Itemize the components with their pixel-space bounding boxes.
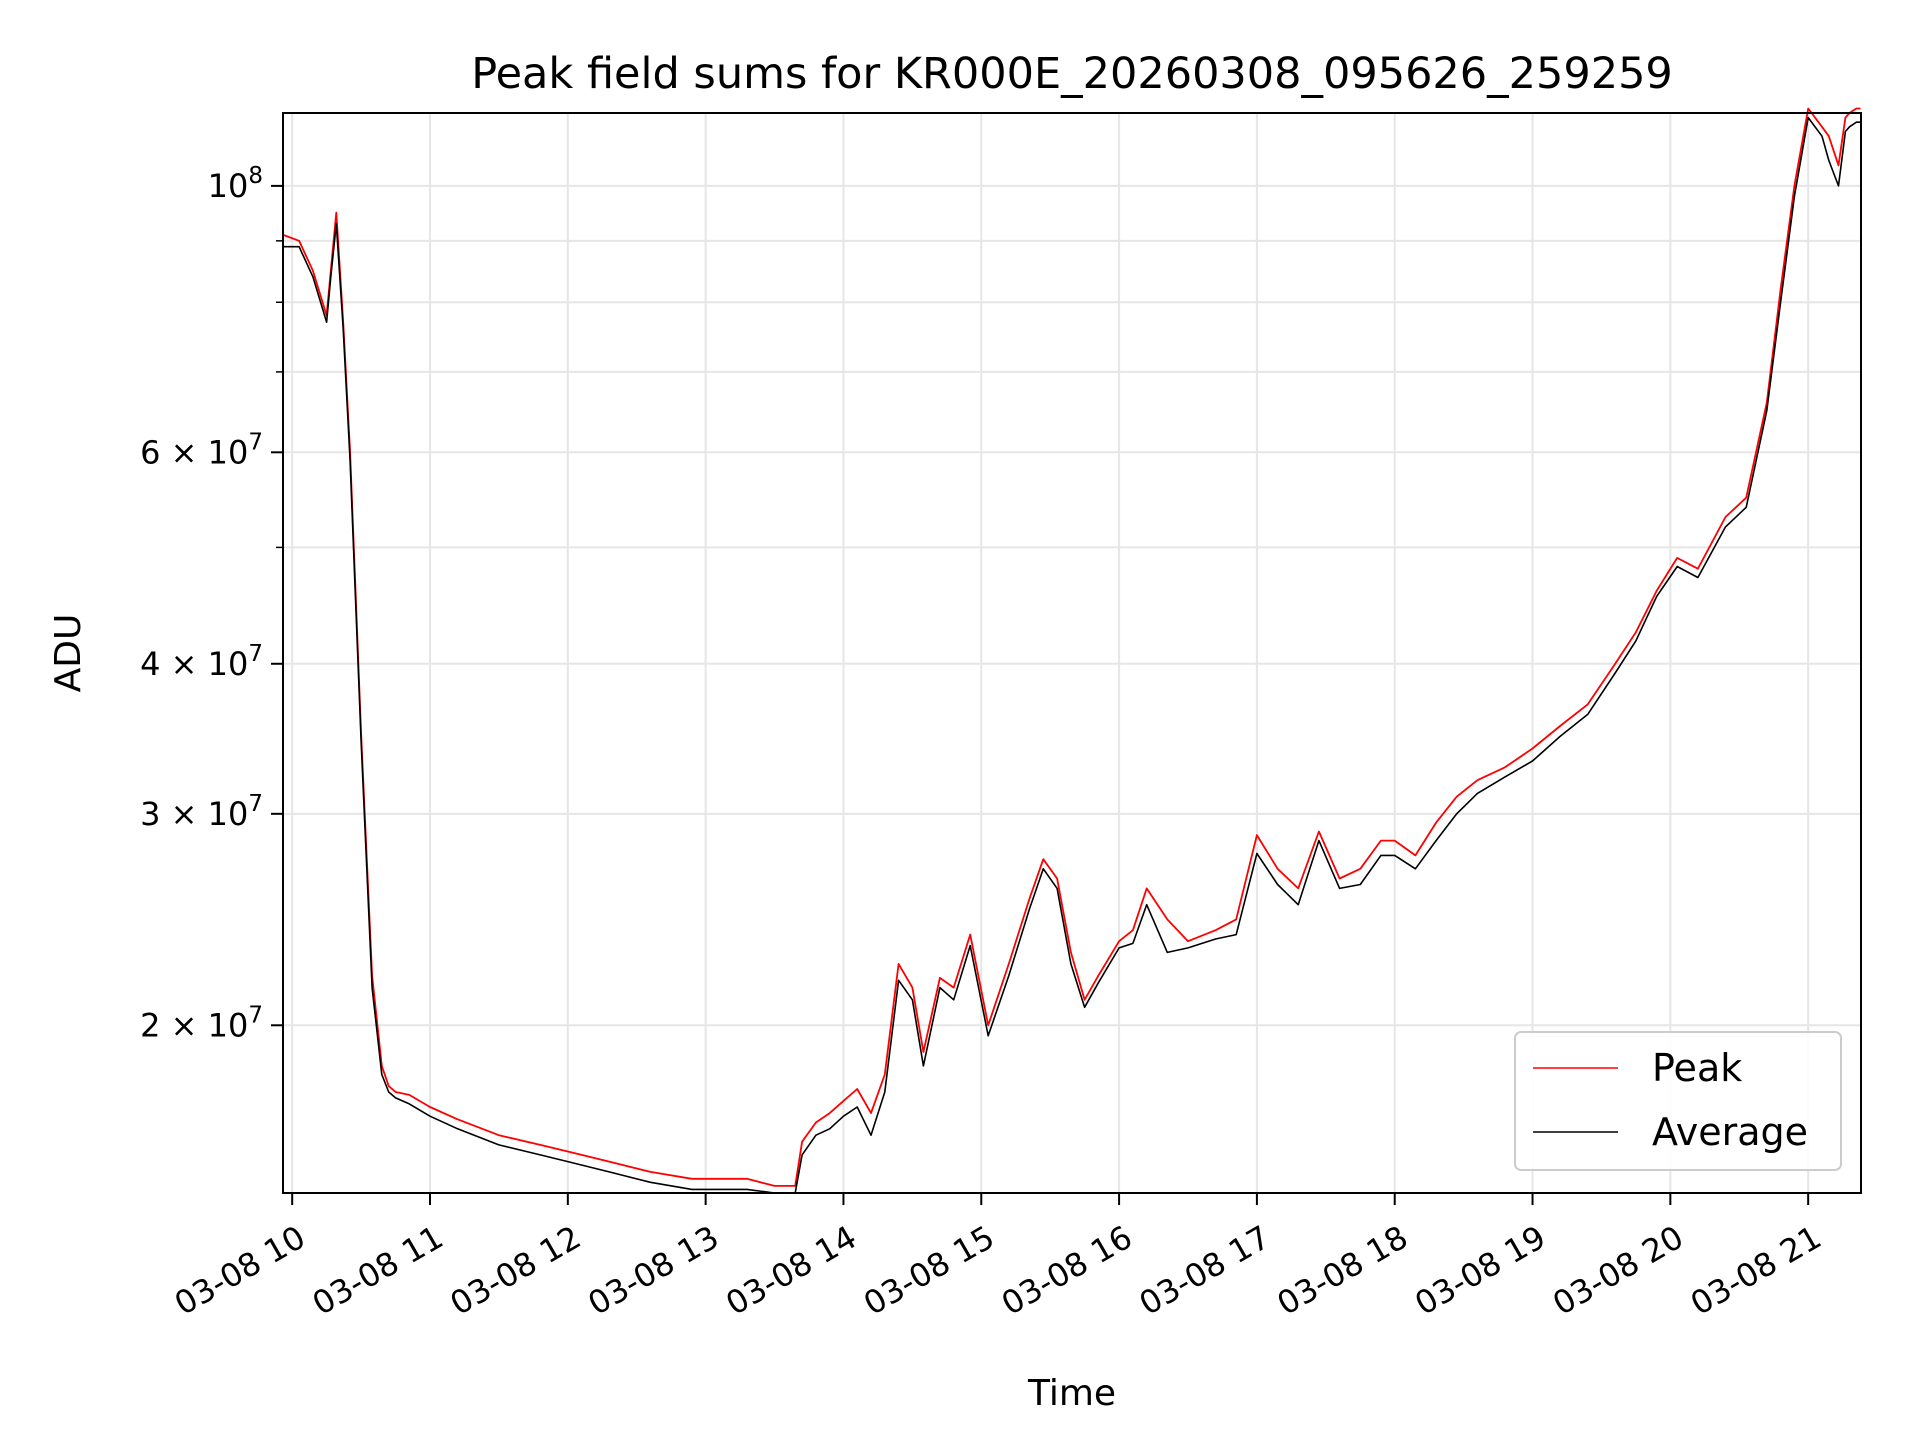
legend-box xyxy=(1514,1031,1842,1171)
legend-label-peak: Peak xyxy=(1652,1046,1742,1090)
chart-title: Peak field sums for KR000E_20260308_0956… xyxy=(471,49,1673,99)
y-tick-label: 6 × 107 xyxy=(140,429,263,471)
series-layer xyxy=(283,107,1861,1194)
y-axis-label: ADU xyxy=(48,614,89,693)
grid xyxy=(283,113,1861,1193)
series-line-peak xyxy=(283,107,1861,1187)
legend-label-average: Average xyxy=(1652,1110,1808,1154)
legend: Peak Average xyxy=(1514,1031,1842,1171)
y-axis: 2 × 107 3 × 107 4 × 107 6 × 107 108 xyxy=(140,163,283,1044)
y-tick-label: 108 xyxy=(208,163,263,205)
y-tick-label: 4 × 107 xyxy=(140,641,263,683)
y-tick-label: 3 × 107 xyxy=(140,791,263,833)
series-line-average xyxy=(283,116,1861,1194)
y-tick-label: 2 × 107 xyxy=(140,1002,263,1044)
plot-frame xyxy=(282,112,1862,1194)
x-axis-label: Time xyxy=(1027,1373,1116,1414)
